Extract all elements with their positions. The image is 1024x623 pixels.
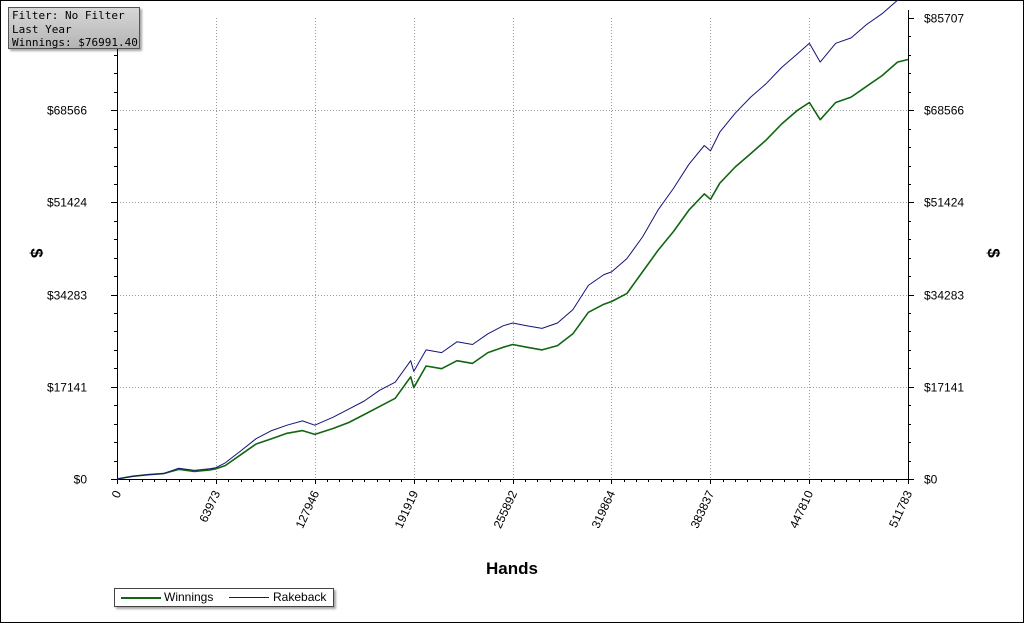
legend-label-winnings: Winnings	[164, 590, 214, 604]
x-tick-label: 0	[109, 488, 125, 500]
tick-labels: 0 63973 127946 191919 255892 319864 383837 4478…	[47, 12, 964, 531]
series-line-winnings	[116, 58, 909, 480]
legend-label-rakeback: Rakeback	[273, 590, 327, 604]
y-tick-label-left: $68566	[47, 104, 87, 118]
x-tick-label: 511783	[886, 488, 915, 530]
y-tick-label-right: $68566	[924, 104, 964, 118]
y-axis-title-left: $	[27, 248, 46, 258]
x-tick-label: 127946	[293, 488, 323, 531]
x-tick-label: 255892	[491, 488, 521, 531]
x-axis-title: Hands	[486, 559, 538, 578]
legend-swatch-rakeback	[229, 597, 269, 598]
period-text: Last Year	[12, 22, 72, 36]
filter-info-box: Filter: No Filter Last Year Winnings: $7…	[8, 7, 140, 49]
x-tick-label: 447810	[787, 488, 817, 531]
filter-text: Filter: No Filter	[12, 9, 125, 22]
y-tick-label-right: $34283	[924, 289, 964, 303]
series-line-rakeback	[116, 0, 901, 480]
y-tick-label-left: $51424	[47, 196, 87, 210]
y-tick-label-right: $85707	[924, 12, 964, 26]
y-tick-label-right: $51424	[924, 196, 964, 210]
x-tick-label: 63973	[196, 488, 223, 524]
x-tick-label: 319864	[589, 488, 619, 531]
legend-item-winnings: Winnings	[119, 589, 219, 606]
y-tick-label-right: $0	[924, 473, 938, 487]
y-tick-label-right: $17141	[924, 381, 964, 395]
legend: Winnings Rakeback	[114, 588, 334, 607]
x-tick-label: 383837	[688, 488, 718, 531]
series-lines	[116, 0, 909, 480]
y-tick-label-left: $0	[74, 473, 88, 487]
axes	[111, 10, 914, 484]
legend-swatch-winnings	[121, 597, 161, 599]
grid-lines	[117, 18, 908, 479]
y-axis-title-right: $	[984, 248, 1003, 258]
winnings-total-text: Winnings: $76991.40	[12, 36, 138, 49]
x-tick-label: 191919	[392, 488, 422, 531]
y-tick-label-left: $34283	[47, 289, 87, 303]
y-tick-label-left: $17141	[47, 381, 87, 395]
legend-item-rakeback: Rakeback	[225, 589, 333, 606]
